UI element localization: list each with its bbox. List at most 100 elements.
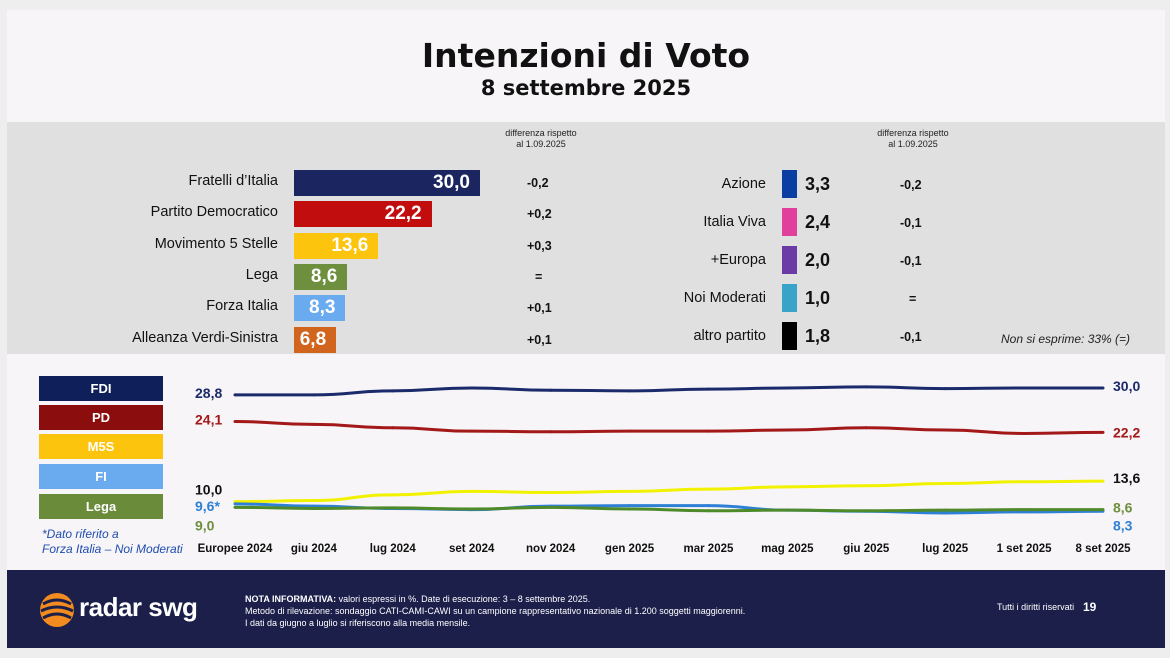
series-end-label: 13,6 [1113,470,1140,486]
data-point [1101,386,1105,390]
small-party-value: 2,0 [805,250,831,270]
party-bar [294,264,348,290]
party-value: 8,6 [310,266,338,287]
data-point [864,426,868,430]
data-point [785,485,789,489]
x-tick-label: 1 set 2025 [997,543,1053,555]
small-party-delta: -0,1 [900,254,922,268]
diff-header-line: al 1.09.2025 [888,139,938,149]
data-point [312,504,316,508]
data-point [628,489,632,493]
small-party-label: +Europa [710,252,766,268]
party-delta: +0,2 [527,207,552,221]
data-point [470,386,474,390]
party-value: 6,8 [299,329,327,350]
data-point [706,509,710,513]
diff-header-left: differenza rispetto al 1.09.2025 [485,128,597,150]
small-party-delta: = [909,292,917,306]
data-point [864,509,868,513]
series-start-label: 9,6* [195,498,220,514]
data-point [391,493,395,497]
small-party-value: 1,8 [805,326,831,346]
small-party-bar [782,322,797,350]
data-point [1101,430,1105,434]
data-point [549,430,553,434]
data-point [864,385,868,389]
party-value: 13,6 [331,235,369,256]
x-tick-label: giu 2024 [291,543,338,555]
small-party-value: 2,4 [805,212,831,232]
data-point [1101,508,1105,512]
small-party-label: altro partito [693,328,766,344]
nota-label: NOTA INFORMATIVA: [245,594,337,604]
nota-text: valori espressi in %. Date di esecuzione… [336,594,591,604]
data-point [864,484,868,488]
x-tick-label: set 2024 [449,543,495,555]
series-start-label: 10,0 [195,482,222,498]
x-tick-label: mag 2025 [761,543,814,555]
party-label: Fratelli d’Italia [188,173,278,189]
x-tick-label: nov 2024 [526,543,576,555]
legend-item: M5S [39,434,163,459]
party-value: 8,3 [309,297,336,318]
data-point [233,420,237,424]
series-line-pd [234,420,1104,435]
party-label: Alleanza Verdi-Sinistra [132,330,278,346]
data-point [1022,431,1026,435]
party-delta: = [535,270,543,284]
series-end-label: 8,3 [1113,517,1133,533]
data-point [706,387,710,391]
page-number: 19 [1083,600,1097,614]
data-point [233,393,237,397]
party-delta: -0,2 [527,176,549,190]
small-party-value: 1,0 [805,288,831,308]
slide: Intenzioni di Voto 8 settembre 2025 diff… [7,10,1165,648]
page-title: Intenzioni di Voto [421,36,751,75]
series-start-label: 9,0 [195,517,215,533]
small-party-delta: -0,1 [900,216,922,230]
footer-info-line2: Metodo di rilevazione: sondaggio CATI-CA… [245,606,746,616]
data-point [312,393,316,397]
legend-item: FI [39,464,163,489]
footer-info-line3: I dati da giugno a luglio si riferiscono… [245,618,471,628]
small-party-delta: -0,1 [900,330,922,344]
party-value: 22,2 [384,203,422,224]
party-value: 30,0 [433,172,470,193]
footer-info: NOTA INFORMATIVA: valori espressi in %. … [245,593,745,629]
data-point [391,389,395,393]
page-subtitle: 8 settembre 2025 [480,76,692,100]
x-tick-label: 8 set 2025 [1076,543,1132,555]
data-point [706,429,710,433]
series-line-fdi [235,385,1103,397]
diff-header-line: al 1.09.2025 [516,139,566,149]
data-point [312,506,316,510]
data-point [391,426,395,430]
data-point [706,504,710,508]
series-start-label: 28,8 [195,385,222,401]
series-line-m5s [234,479,1104,504]
data-point [943,511,947,515]
x-tick-label: giu 2025 [843,543,890,555]
footnote-line: Forza Italia – Noi Moderati [42,542,183,556]
footer: radar swg NOTA INFORMATIVA: valori espre… [7,570,1165,648]
party-label: Forza Italia [206,298,278,314]
x-tick-label: gen 2025 [605,543,655,555]
party-bar [294,295,346,321]
data-point [628,504,632,508]
small-party-label: Italia Viva [703,214,766,230]
data-point [1022,386,1026,390]
rights-text: Tutti i diritti riservati [997,602,1075,612]
data-point [549,388,553,392]
x-tick-label: Europee 2024 [198,543,273,555]
legend-item: PD [39,405,163,430]
series-end-label: 30,0 [1113,378,1140,394]
diff-header-line: differenza rispetto [877,128,949,138]
party-delta: +0,1 [527,333,552,347]
party-delta: +0,1 [527,301,552,315]
party-bar [294,201,432,227]
data-point [706,487,710,491]
party-label: Lega [245,267,278,283]
data-point [549,491,553,495]
party-bar [294,233,379,259]
x-tick-label: lug 2025 [922,543,969,555]
